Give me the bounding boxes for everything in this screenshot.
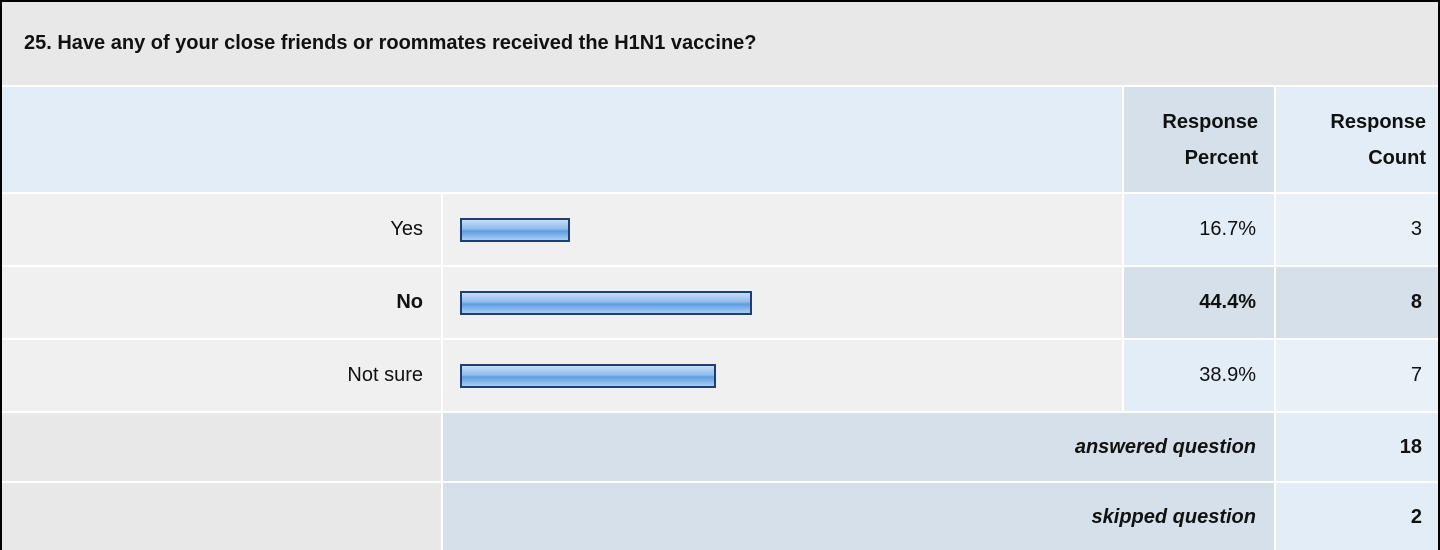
footer-blank <box>2 413 441 481</box>
option-label: No <box>2 267 441 338</box>
option-label: Yes <box>2 194 441 265</box>
count: 3 <box>1276 194 1438 265</box>
footer-count: 2 <box>1276 483 1438 550</box>
bar-area <box>460 194 1118 265</box>
option-label: Not sure <box>2 340 441 411</box>
bar <box>460 363 716 388</box>
percent: 44.4% <box>1124 267 1274 338</box>
bar <box>460 290 753 315</box>
bar-area <box>460 340 1118 411</box>
bar <box>460 217 570 242</box>
header-blank <box>2 87 1122 192</box>
bar-cell <box>443 194 1122 265</box>
bar-cell <box>443 340 1122 411</box>
footer-label: skipped question <box>443 483 1274 550</box>
footer-label: answered question <box>443 413 1274 481</box>
bar-area <box>460 267 1118 338</box>
percent: 16.7% <box>1124 194 1274 265</box>
bar-cell <box>443 267 1122 338</box>
footer-blank <box>2 483 441 550</box>
percent: 38.9% <box>1124 340 1274 411</box>
header-count: Response Count <box>1276 87 1438 192</box>
question-title: 25. Have any of your close friends or ro… <box>2 2 1438 85</box>
header-percent: Response Percent <box>1124 87 1274 192</box>
count: 8 <box>1276 267 1438 338</box>
footer-count: 18 <box>1276 413 1438 481</box>
count: 7 <box>1276 340 1438 411</box>
